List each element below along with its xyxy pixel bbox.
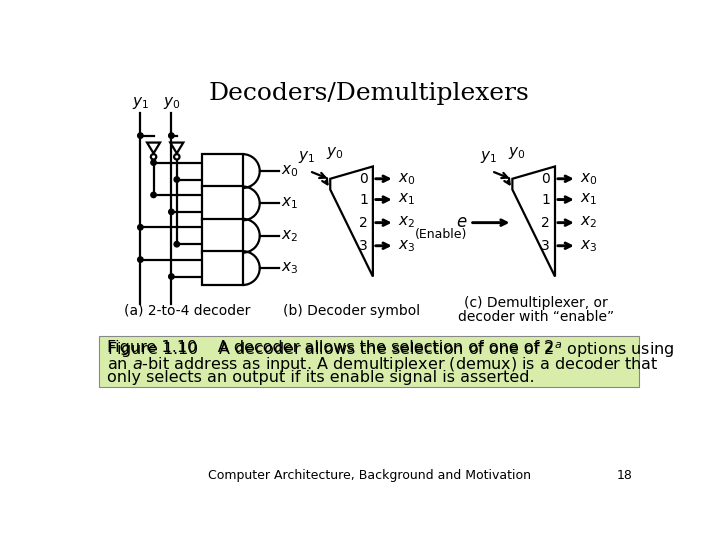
Text: $y_1$: $y_1$ (297, 149, 315, 165)
Circle shape (150, 160, 156, 165)
Text: 1: 1 (541, 193, 550, 206)
Circle shape (174, 177, 179, 182)
Text: $x_3$: $x_3$ (580, 238, 597, 254)
Circle shape (138, 257, 143, 262)
Text: $y_1$: $y_1$ (132, 95, 149, 111)
Circle shape (168, 133, 174, 138)
Text: 18: 18 (616, 469, 632, 482)
Text: 1: 1 (359, 193, 368, 206)
Text: $x_1$: $x_1$ (580, 192, 597, 207)
Text: 2: 2 (359, 215, 368, 230)
Bar (99, 336, 639, 387)
Text: $y_1$: $y_1$ (480, 149, 497, 165)
Text: $y_0$: $y_0$ (508, 145, 526, 161)
Text: $x_1$: $x_1$ (282, 195, 299, 211)
Text: 0: 0 (359, 172, 368, 186)
Text: Figure 1.10    A decoder allows the selection of one of 2: Figure 1.10 A decoder allows the selecti… (107, 340, 554, 355)
Text: only selects an output if its enable signal is asserted.: only selects an output if its enable sig… (107, 370, 535, 384)
Text: (b) Decoder symbol: (b) Decoder symbol (284, 303, 420, 318)
Bar (202, 219, 243, 253)
Text: $y_0$: $y_0$ (163, 95, 180, 111)
Polygon shape (171, 143, 184, 153)
Circle shape (138, 225, 143, 230)
Bar (202, 186, 243, 220)
Bar (202, 154, 243, 188)
Text: $x_1$: $x_1$ (397, 192, 415, 207)
Circle shape (138, 133, 143, 138)
Text: 3: 3 (359, 239, 368, 253)
Text: $x_2$: $x_2$ (580, 215, 597, 231)
Polygon shape (147, 143, 160, 153)
Text: 0: 0 (541, 172, 550, 186)
Text: Figure 1.10    A decoder allows the selection of one of 2$^a$ options using: Figure 1.10 A decoder allows the selecti… (107, 340, 675, 360)
Circle shape (168, 274, 174, 279)
Text: (Enable): (Enable) (415, 228, 467, 241)
Polygon shape (513, 166, 555, 276)
Text: Decoders/Demultiplexers: Decoders/Demultiplexers (209, 82, 529, 105)
Polygon shape (330, 166, 373, 276)
Bar (202, 251, 243, 285)
Circle shape (150, 154, 156, 159)
Text: (c) Demultiplexer, or: (c) Demultiplexer, or (464, 296, 608, 310)
Text: $x_3$: $x_3$ (397, 238, 415, 254)
Text: 3: 3 (541, 239, 550, 253)
Text: $x_3$: $x_3$ (282, 260, 299, 276)
Text: $y_0$: $y_0$ (326, 145, 344, 161)
Circle shape (174, 241, 179, 247)
Text: $x_2$: $x_2$ (282, 228, 299, 244)
Text: $x_0$: $x_0$ (580, 171, 598, 187)
Text: (a) 2-to-4 decoder: (a) 2-to-4 decoder (124, 303, 250, 318)
Text: decoder with “enable”: decoder with “enable” (458, 309, 613, 323)
Text: $x_0$: $x_0$ (282, 163, 299, 179)
Text: 2: 2 (541, 215, 550, 230)
Text: $e$: $e$ (456, 214, 467, 231)
Text: an $a$-bit address as input. A demultiplexer (demux) is a decoder that: an $a$-bit address as input. A demultipl… (107, 355, 659, 374)
Circle shape (168, 209, 174, 214)
Text: Computer Architecture, Background and Motivation: Computer Architecture, Background and Mo… (207, 469, 531, 482)
Circle shape (150, 192, 156, 198)
Text: $x_2$: $x_2$ (397, 215, 415, 231)
Text: $x_0$: $x_0$ (397, 171, 415, 187)
Circle shape (174, 154, 179, 159)
